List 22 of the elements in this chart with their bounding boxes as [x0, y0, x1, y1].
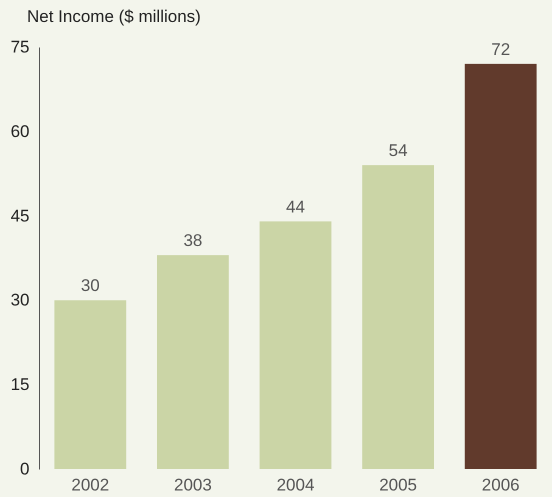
x-tick-label: 2003	[174, 476, 212, 494]
bar	[260, 221, 332, 469]
y-tick-label: 15	[10, 375, 30, 394]
y-tick-label: 75	[10, 38, 30, 56]
data-label: 44	[286, 197, 305, 216]
y-tick-label: 60	[10, 122, 30, 141]
bar	[156, 255, 229, 469]
x-tick-label: 2002	[71, 476, 110, 494]
bar	[464, 64, 537, 469]
data-label: 72	[491, 40, 510, 59]
y-tick-label: 45	[10, 206, 30, 226]
chart-title: Net Income ($ millions)	[27, 7, 201, 26]
data-label: 54	[388, 141, 408, 160]
bar	[362, 165, 434, 469]
x-tick-label: 2004	[276, 476, 314, 494]
data-label: 30	[80, 276, 100, 296]
data-label: 38	[183, 231, 202, 250]
y-tick-label: 0	[20, 460, 30, 478]
x-tick-label: 2006	[482, 476, 520, 494]
bar	[54, 300, 126, 469]
y-tick-label: 30	[10, 290, 30, 310]
x-tick-label: 2005	[379, 476, 418, 494]
